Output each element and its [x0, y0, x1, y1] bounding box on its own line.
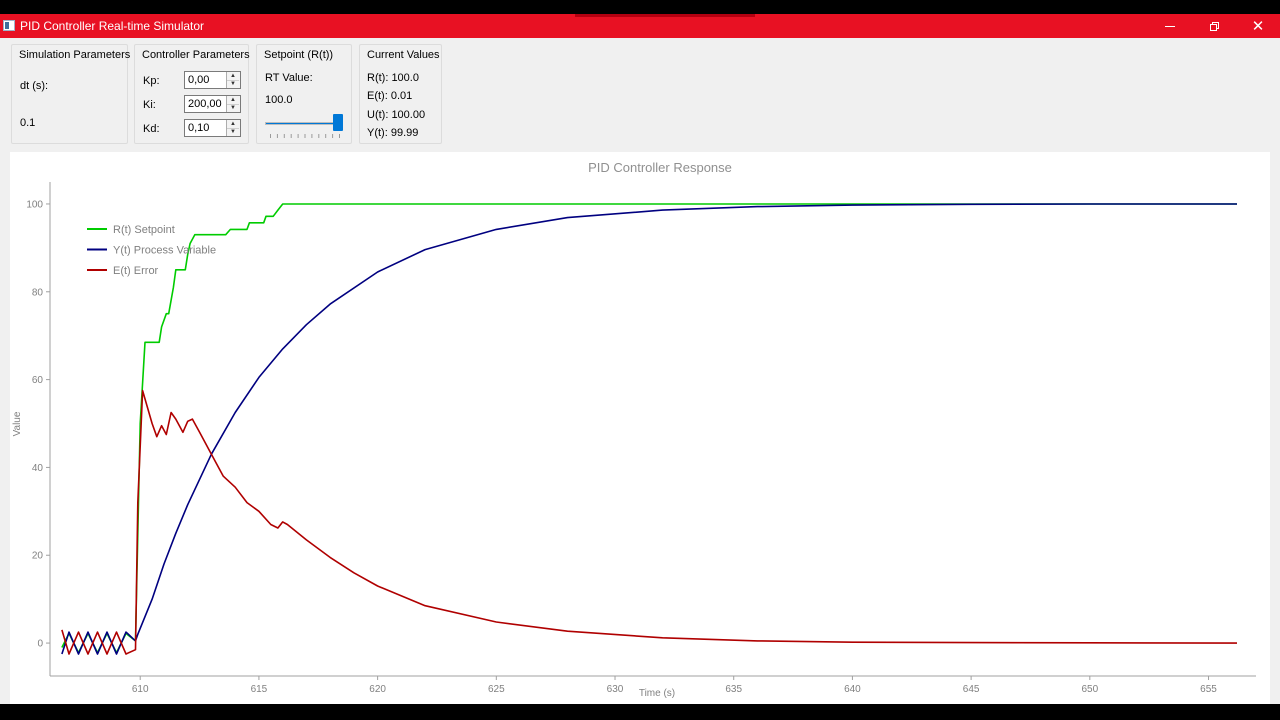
dt-value: 0.1: [20, 117, 36, 129]
legend-label: Y(t) Process Variable: [113, 245, 216, 257]
kp-label: Kp:: [143, 75, 160, 87]
rt-value: 100.0: [265, 94, 293, 106]
setpoint-slider-track[interactable]: [265, 122, 343, 125]
e-current-value: E(t): 0.01: [367, 90, 413, 102]
restore-icon: [1209, 21, 1219, 31]
rt-value-label: RT Value:: [265, 72, 313, 84]
x-tick-label: 615: [251, 684, 268, 695]
x-tick-label: 610: [132, 684, 149, 695]
setpoint-slider-handle[interactable]: [333, 114, 343, 131]
spin-down-icon[interactable]: ▼: [230, 81, 236, 87]
pid-response-chart[interactable]: PID Controller Response 610 615 620 625 630 6…: [10, 152, 1270, 704]
kp-spinbox[interactable]: 0,00 ▲ ▼: [184, 71, 241, 89]
spin-down-icon[interactable]: ▼: [230, 105, 236, 111]
title-bar-accent: [575, 14, 755, 17]
current-values-group: Current Values R(t): 100.0 E(t): 0.01 U(…: [359, 44, 442, 144]
app-window: PID Controller Real-time Simulator ✕ Sim…: [0, 14, 1280, 704]
y-current-value: Y(t): 99.99: [367, 127, 419, 139]
kd-spin-buttons[interactable]: ▲ ▼: [226, 120, 240, 136]
title-bar[interactable]: PID Controller Real-time Simulator ✕: [0, 14, 1280, 38]
spin-down-icon[interactable]: ▼: [230, 129, 236, 135]
spin-up-icon[interactable]: ▲: [227, 96, 239, 105]
y-tick-label: 60: [32, 375, 44, 386]
spin-up-icon[interactable]: ▲: [227, 72, 239, 81]
dt-label: dt (s):: [20, 80, 49, 92]
series-line-et: [61, 389, 1238, 655]
group-title: Current Values: [367, 49, 440, 61]
close-button[interactable]: ✕: [1236, 14, 1280, 38]
x-tick-label: 630: [607, 684, 624, 695]
chart-svg: PID Controller Response 610 615 620 625 630 6…: [12, 160, 1256, 699]
setpoint-slider-fill: [266, 123, 342, 124]
x-tick-label: 635: [725, 684, 742, 695]
y-tick-label: 100: [26, 199, 43, 210]
x-tick-label: 655: [1200, 684, 1217, 695]
kd-label: Kd:: [143, 123, 160, 135]
window-title: PID Controller Real-time Simulator: [20, 19, 205, 33]
x-tick-label: 620: [369, 684, 386, 695]
minimize-button[interactable]: [1148, 14, 1192, 38]
chart-title: PID Controller Response: [588, 160, 732, 175]
legend-label: E(t) Error: [113, 265, 159, 277]
controller-parameters-group: Controller Parameters Kp: 0,00 ▲ ▼ Ki: 2…: [134, 44, 250, 144]
ki-spin-buttons[interactable]: ▲ ▼: [226, 96, 240, 112]
slider-ticks: [270, 134, 340, 138]
setpoint-group: Setpoint (R(t)) RT Value: 100.0: [256, 44, 352, 144]
series-line-yt: [61, 203, 1237, 655]
x-tick-label: 640: [844, 684, 861, 695]
spin-up-icon[interactable]: ▲: [227, 120, 239, 129]
kd-value[interactable]: 0,10: [188, 122, 210, 134]
y-tick-label: 80: [32, 287, 44, 298]
group-title: Controller Parameters: [142, 49, 250, 61]
app-icon[interactable]: [3, 20, 15, 31]
x-tick-label: 625: [488, 684, 505, 695]
u-current-value: U(t): 100.00: [367, 109, 426, 121]
ki-label: Ki:: [143, 99, 156, 111]
minimize-icon: [1165, 25, 1175, 27]
x-tick-label: 645: [963, 684, 980, 695]
simulation-parameters-group: Simulation Parameters dt (s): 0.1: [11, 44, 131, 144]
series-line-rt: [61, 203, 1237, 654]
r-current-value: R(t): 100.0: [367, 72, 419, 84]
legend-label: R(t) Setpoint: [113, 224, 175, 236]
ki-spinbox[interactable]: 200,00 ▲ ▼: [184, 95, 241, 113]
ki-value[interactable]: 200,00: [188, 98, 222, 110]
y-axis-label: Value: [12, 411, 23, 436]
y-tick-label: 20: [32, 551, 44, 562]
kd-spinbox[interactable]: 0,10 ▲ ▼: [184, 119, 241, 137]
group-title: Simulation Parameters: [19, 49, 131, 61]
kp-spin-buttons[interactable]: ▲ ▼: [226, 72, 240, 88]
x-axis-label: Time (s): [639, 688, 675, 699]
group-title: Setpoint (R(t)): [264, 49, 334, 61]
kp-value[interactable]: 0,00: [188, 74, 210, 86]
x-tick-label: 650: [1081, 684, 1098, 695]
y-tick-label: 40: [32, 463, 44, 474]
restore-button[interactable]: [1192, 14, 1236, 38]
y-tick-label: 0: [37, 639, 43, 650]
close-icon: ✕: [1251, 17, 1265, 35]
